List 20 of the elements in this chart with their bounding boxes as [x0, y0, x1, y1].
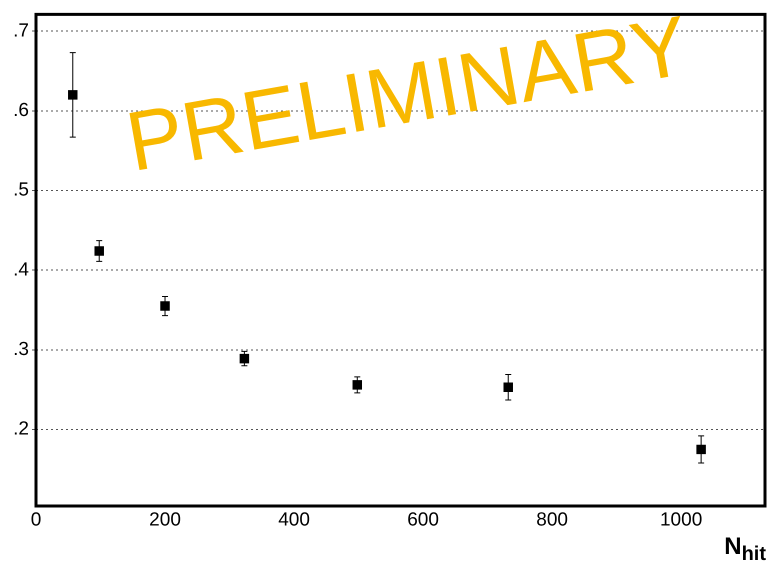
y-tick-label: .7 [13, 20, 29, 42]
point [94, 246, 104, 256]
x-tick-label: 200 [149, 510, 181, 531]
y-tick-label: .6 [13, 100, 29, 122]
x-tick-label: 800 [536, 510, 568, 531]
point [68, 90, 78, 100]
y-tick-label: .3 [13, 339, 29, 360]
x-tick-label: 600 [407, 510, 439, 531]
point [696, 444, 706, 454]
point [240, 354, 250, 364]
x-tick-label: 1000 [660, 510, 702, 531]
x-tick-label: 0 [30, 510, 42, 531]
y-tick-label: .5 [13, 180, 29, 201]
point [160, 301, 170, 311]
x-tick-label: 400 [278, 510, 310, 531]
y-tick-label: .2 [13, 418, 29, 440]
point [352, 380, 362, 390]
y-tick-label: .4 [13, 259, 30, 280]
point [503, 382, 513, 392]
x-axis-title: N$_{hit}$ [724, 533, 766, 566]
